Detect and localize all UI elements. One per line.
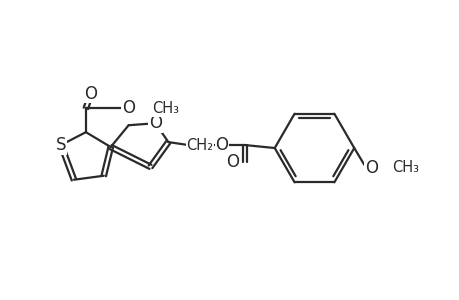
Text: O: O [225, 153, 238, 171]
Text: O: O [122, 99, 135, 117]
Text: CH₃: CH₃ [391, 160, 418, 175]
Text: O: O [364, 159, 377, 177]
Text: CH₂: CH₂ [186, 137, 213, 152]
Text: O: O [84, 85, 97, 103]
Text: S: S [56, 136, 66, 154]
Text: O: O [149, 114, 162, 132]
Text: O: O [215, 136, 228, 154]
Text: CH₃: CH₃ [152, 101, 179, 116]
